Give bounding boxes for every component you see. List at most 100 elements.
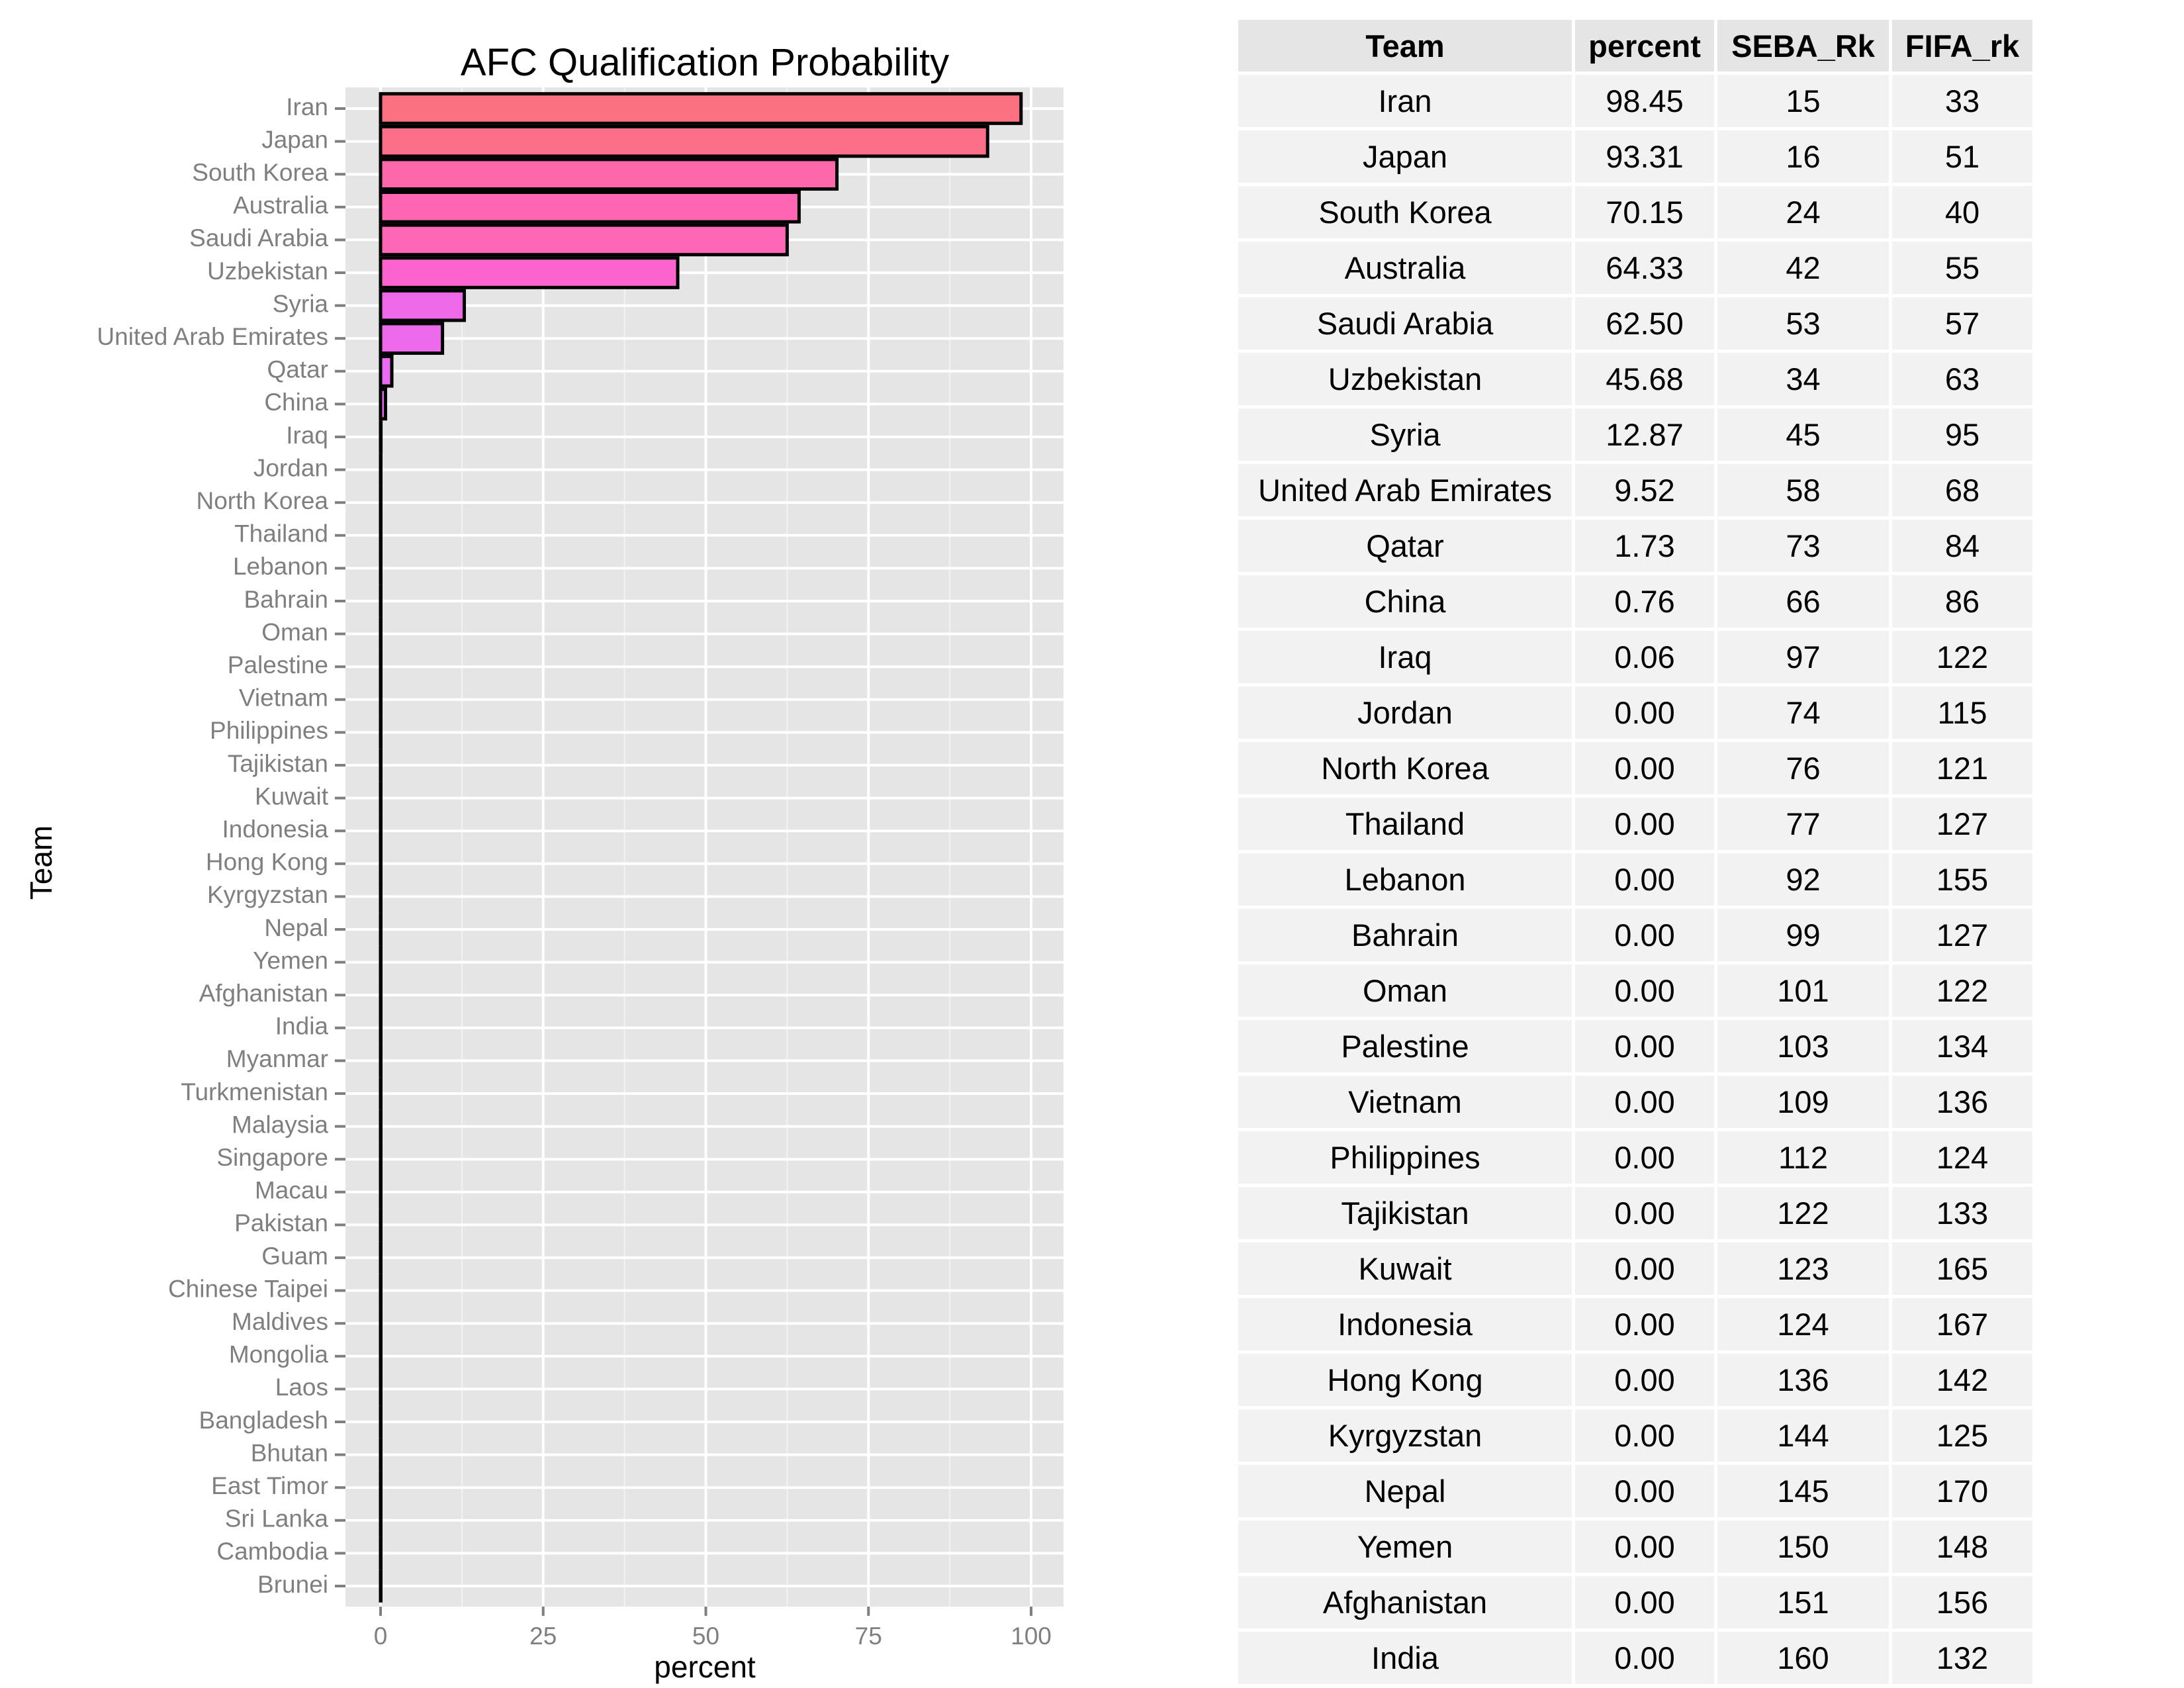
- bar: [379, 387, 387, 421]
- table-row: Kyrgyzstan 0.00 144 125: [1238, 1409, 2032, 1462]
- y-tick-label: Cambodia: [216, 1538, 328, 1565]
- table-cell: 109: [1717, 1076, 1889, 1128]
- table-cell: Afghanistan: [1238, 1576, 1572, 1628]
- column-header: Team: [1238, 20, 1572, 71]
- table-row: Nepal 0.00 145 170: [1238, 1465, 2032, 1517]
- table-cell: 45.68: [1575, 353, 1714, 405]
- table-cell: 136: [1892, 1076, 2032, 1128]
- y-tick-label: Yemen: [253, 947, 328, 974]
- y-tick-label: Philippines: [210, 717, 328, 744]
- y-tick-label: South Korea: [192, 159, 328, 186]
- table-cell: 93.31: [1575, 130, 1714, 183]
- table-cell: 0.00: [1575, 1354, 1714, 1406]
- table-cell: 9.52: [1575, 464, 1714, 516]
- table-row: Qatar 1.73 73 84: [1238, 520, 2032, 572]
- y-tick-label: Iraq: [286, 422, 328, 449]
- y-tick-label: Guam: [261, 1243, 328, 1270]
- bar: [379, 223, 789, 257]
- table-cell: 0.06: [1575, 631, 1714, 683]
- table-cell: 0.00: [1575, 909, 1714, 961]
- table-cell: 51: [1892, 130, 2032, 183]
- y-tick-label: Vietnam: [239, 684, 328, 712]
- table-cell: Vietnam: [1238, 1076, 1572, 1128]
- table-cell: 57: [1892, 297, 2032, 350]
- table-row: Japan 93.31 16 51: [1238, 130, 2032, 183]
- y-tick-label: North Korea: [197, 487, 329, 514]
- table-cell: 0.00: [1575, 853, 1714, 906]
- table-cell: 1.73: [1575, 520, 1714, 572]
- table-cell: 127: [1892, 909, 2032, 961]
- table-cell: Nepal: [1238, 1465, 1572, 1517]
- table-cell: Hong Kong: [1238, 1354, 1572, 1406]
- table-cell: 0.00: [1575, 686, 1714, 739]
- y-tick-label: Pakistan: [234, 1209, 328, 1237]
- table-cell: 40: [1892, 186, 2032, 238]
- table-cell: Uzbekistan: [1238, 353, 1572, 405]
- table-cell: 64.33: [1575, 242, 1714, 294]
- table-cell: 66: [1717, 575, 1889, 628]
- y-tick-label: Kyrgyzstan: [207, 881, 328, 908]
- y-tick-label: Qatar: [267, 356, 328, 383]
- y-tick-label: Maldives: [232, 1308, 328, 1335]
- table-cell: 170: [1892, 1465, 2032, 1517]
- y-tick-label: Syria: [273, 290, 329, 317]
- table-cell: South Korea: [1238, 186, 1572, 238]
- table-row: Thailand 0.00 77 127: [1238, 798, 2032, 850]
- y-tick-label: Brunei: [257, 1571, 328, 1598]
- table-cell: 12.87: [1575, 408, 1714, 461]
- bar: [379, 158, 839, 191]
- table-cell: 132: [1892, 1632, 2032, 1684]
- table-cell: 97: [1717, 631, 1889, 683]
- table-cell: 0.00: [1575, 1409, 1714, 1462]
- table-cell: 134: [1892, 1020, 2032, 1072]
- x-tick-label: 75: [855, 1622, 882, 1650]
- table-cell: China: [1238, 575, 1572, 628]
- table-cell: North Korea: [1238, 742, 1572, 794]
- chart-title: AFC Qualification Probability: [461, 41, 949, 84]
- table-row: Lebanon 0.00 92 155: [1238, 853, 2032, 906]
- table-cell: 167: [1892, 1298, 2032, 1350]
- table-cell: 156: [1892, 1576, 2032, 1628]
- bar: [379, 92, 1023, 125]
- table-cell: Yemen: [1238, 1521, 1572, 1573]
- x-tick-label: 50: [692, 1622, 719, 1650]
- table-cell: 45: [1717, 408, 1889, 461]
- table-cell: 124: [1717, 1298, 1889, 1350]
- table-row: United Arab Emirates 9.52 58 68: [1238, 464, 2032, 516]
- table-cell: 122: [1892, 631, 2032, 683]
- table-row: South Korea 70.15 24 40: [1238, 186, 2032, 238]
- table-cell: 55: [1892, 242, 2032, 294]
- table-cell: Japan: [1238, 130, 1572, 183]
- y-tick-label: Bangladesh: [199, 1407, 328, 1434]
- y-tick-label: Australia: [233, 192, 328, 219]
- table-cell: 0.00: [1575, 1576, 1714, 1628]
- y-tick-label: Hong Kong: [206, 849, 328, 876]
- table-cell: 99: [1717, 909, 1889, 961]
- table-cell: 98.45: [1575, 75, 1714, 127]
- table-cell: 124: [1892, 1131, 2032, 1184]
- y-tick-label: Indonesia: [222, 816, 329, 843]
- y-tick-label: Myanmar: [226, 1045, 328, 1072]
- bar: [379, 354, 394, 388]
- table-cell: 0.00: [1575, 1020, 1714, 1072]
- table-cell: 123: [1717, 1243, 1889, 1295]
- table-cell: 112: [1717, 1131, 1889, 1184]
- table-cell: 42: [1717, 242, 1889, 294]
- y-tick-label: Sri Lanka: [225, 1505, 329, 1532]
- table-cell: 0.00: [1575, 1521, 1714, 1573]
- y-tick-label: Lebanon: [233, 553, 328, 580]
- table-row: Hong Kong 0.00 136 142: [1238, 1354, 2032, 1406]
- table-cell: 122: [1717, 1187, 1889, 1239]
- y-tick-label: Malaysia: [232, 1111, 328, 1138]
- table-cell: Australia: [1238, 242, 1572, 294]
- table-cell: Iraq: [1238, 631, 1572, 683]
- table-row: Afghanistan 0.00 151 156: [1238, 1576, 2032, 1628]
- table-cell: 160: [1717, 1632, 1889, 1684]
- table-row: Tajikistan 0.00 122 133: [1238, 1187, 2032, 1239]
- table-row: Iran 98.45 15 33: [1238, 75, 2032, 127]
- table-cell: 0.00: [1575, 798, 1714, 850]
- y-tick-label: Japan: [261, 126, 328, 153]
- x-tick-label: 25: [529, 1622, 557, 1650]
- table-cell: 70.15: [1575, 186, 1714, 238]
